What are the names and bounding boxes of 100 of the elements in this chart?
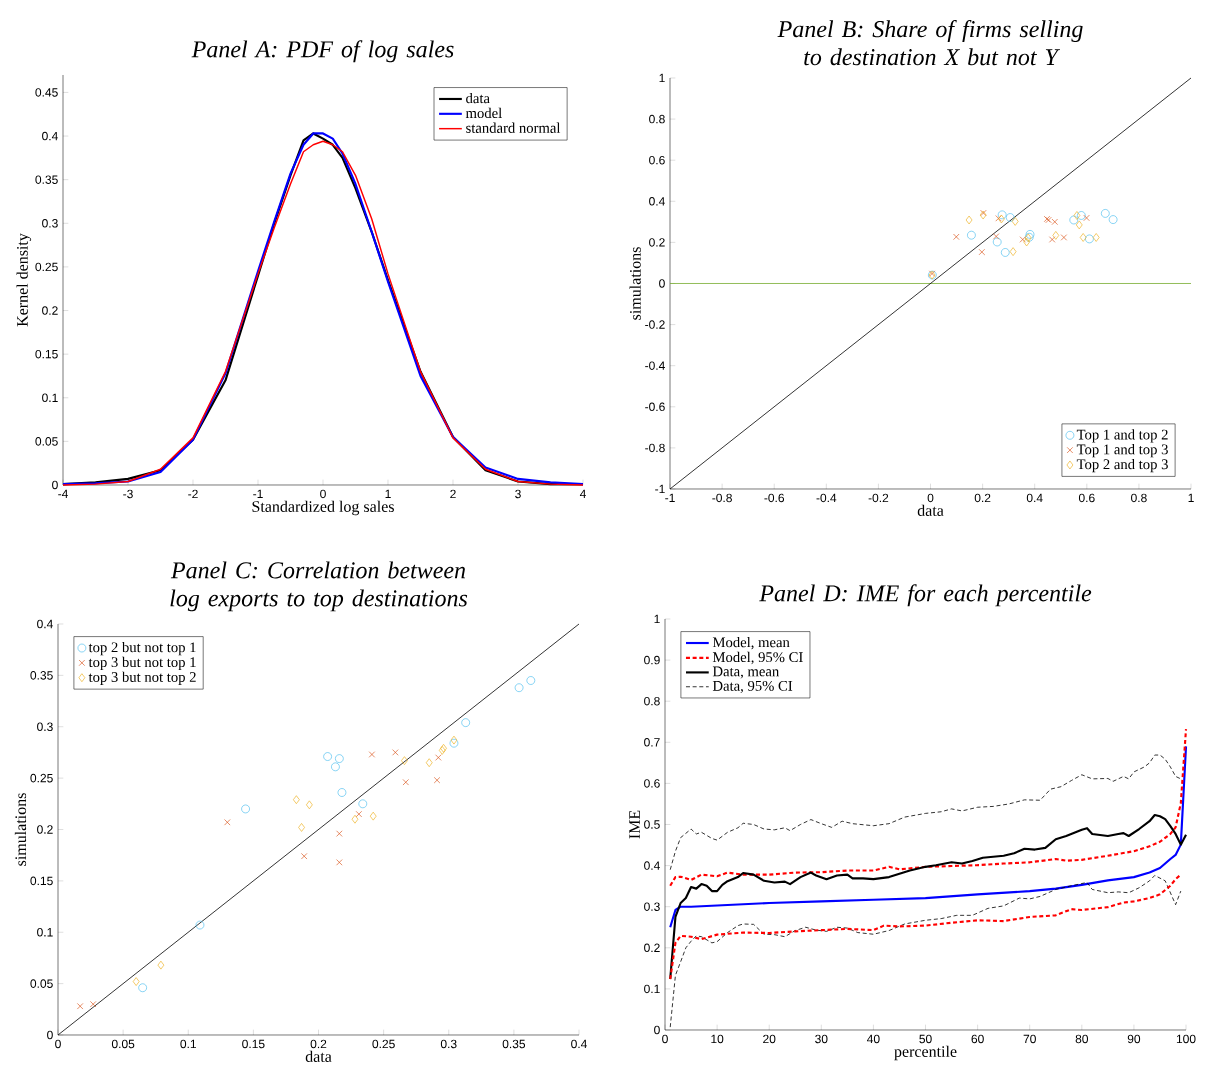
point: [1069, 215, 1079, 225]
y-tick-label: 0.3: [42, 219, 58, 228]
x-tick-label: 60: [971, 1034, 984, 1044]
y-tick-label: 0.2: [649, 238, 665, 247]
point: [1000, 248, 1010, 257]
point: [138, 983, 147, 993]
y-tick-label: 0.1: [42, 393, 58, 403]
point: [76, 1003, 84, 1010]
point: [351, 814, 359, 824]
y-axis-title: simulations: [14, 793, 27, 866]
x-tick-label: -2: [188, 489, 198, 499]
legend-label: Data, mean: [712, 666, 780, 679]
y-tick-label: 0.15: [35, 349, 58, 359]
x-tick-label: 0.2: [310, 1039, 327, 1049]
point: [337, 788, 347, 797]
x-axis-title: Standardized log sales: [252, 500, 394, 516]
legend-label: Data, 95% CI: [712, 680, 793, 693]
point: [298, 823, 305, 832]
line-series: [669, 875, 1182, 1028]
y-tick-label: 0.3: [644, 902, 660, 911]
y-tick-label: 0.4: [649, 197, 665, 206]
point: [336, 830, 343, 837]
point: [1100, 209, 1110, 218]
x-tick-label: 0.05: [111, 1039, 135, 1049]
point: [369, 811, 377, 821]
point: [1092, 233, 1100, 242]
point: [368, 751, 376, 758]
x-tick-label: 1: [1188, 493, 1194, 502]
x-tick-label: 40: [867, 1034, 880, 1044]
point: [224, 819, 231, 826]
point: [1079, 233, 1087, 242]
point: [953, 233, 960, 241]
y-tick-label: 1: [654, 614, 660, 624]
y-tick-label: 0.15: [30, 876, 53, 886]
y-tick-label: 0.6: [644, 779, 660, 788]
x-tick-label: 70: [1023, 1034, 1036, 1044]
x-tick-label: -0.8: [712, 493, 732, 503]
x-tick-label: -3: [123, 489, 133, 499]
point: [392, 749, 399, 756]
y-tick-label: 0.8: [649, 114, 665, 124]
point: [402, 779, 409, 786]
point: [1023, 237, 1030, 247]
x-tick-label: 10: [711, 1034, 724, 1044]
point: [433, 777, 441, 784]
point: [241, 804, 250, 814]
y-tick-label: -0.4: [645, 361, 665, 370]
y-tick-label: 0.4: [644, 861, 660, 870]
point: [978, 248, 985, 256]
y-axis-title: Kernel density: [16, 233, 32, 327]
x-tick-label: 0.1: [180, 1039, 197, 1049]
x-tick-label: -0.2: [868, 493, 889, 503]
y-tick-label: 0.05: [30, 979, 53, 988]
line-series: [669, 754, 1182, 871]
point: [1083, 214, 1090, 222]
x-tick-label: 0.25: [372, 1039, 395, 1049]
point: [438, 746, 446, 755]
y-tick-label: 0.05: [35, 437, 58, 446]
x-tick-label: -1: [665, 493, 675, 502]
point: [514, 683, 524, 693]
point: [1005, 213, 1015, 222]
y-axis-title: simulations: [629, 247, 641, 320]
line-series: [669, 745, 1188, 929]
x-tick-label: 0.8: [1131, 493, 1147, 503]
x-tick-label: -0.4: [816, 493, 837, 503]
y-tick-label: 0.6: [649, 155, 665, 165]
point: [1009, 247, 1017, 256]
y-tick-label: 1: [659, 73, 665, 83]
point: [401, 756, 408, 765]
y-tick-label: 0.4: [37, 619, 53, 629]
legend-label: Top 1 and top 3: [1076, 444, 1168, 458]
y-tick-label: 0.2: [37, 825, 53, 834]
y-tick-label: 0.4: [42, 131, 58, 141]
point: [331, 762, 340, 772]
y-tick-label: 0.9: [644, 655, 660, 665]
x-tick-label: 50: [919, 1034, 932, 1044]
point: [1049, 236, 1056, 243]
legend-label: model: [465, 107, 502, 119]
line-series: [669, 728, 1188, 887]
y-tick-label: 0.45: [35, 88, 58, 97]
point: [992, 237, 1002, 247]
point: [306, 800, 313, 810]
chart-title: Panel D: IME for each percentile: [759, 584, 1092, 607]
point: [435, 754, 442, 761]
point: [335, 754, 344, 763]
y-tick-label: 0.2: [644, 943, 660, 953]
y-tick-label: 0.25: [30, 773, 53, 783]
point: [336, 859, 343, 866]
x-tick-label: 0.6: [1078, 493, 1095, 503]
point: [132, 977, 140, 986]
x-tick-label: 80: [1075, 1034, 1089, 1044]
x-tick-label: 0.2: [974, 493, 991, 503]
point: [1075, 220, 1083, 230]
x-axis-title: data: [917, 504, 944, 516]
legend-label: standard normal: [466, 122, 561, 133]
legend-label: top 3 but not top 1: [88, 656, 196, 671]
x-tick-label: 2: [450, 489, 456, 499]
y-tick-label: 0.8: [644, 696, 660, 706]
x-tick-label: 0.4: [571, 1039, 587, 1049]
x-tick-label: 3: [515, 489, 521, 499]
x-tick-label: -4: [58, 489, 68, 498]
